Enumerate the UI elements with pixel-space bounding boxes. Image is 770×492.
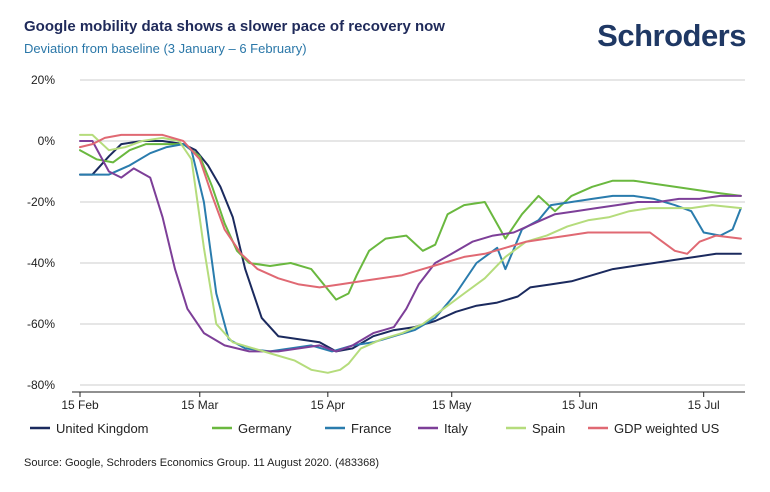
y-axis-ticks: 20% 0% -20% -40% -60% -80% xyxy=(27,73,55,392)
y-tick-label: 0% xyxy=(38,134,56,148)
y-tick-label: -80% xyxy=(27,378,55,392)
x-tick-label: 15 Apr xyxy=(310,398,345,412)
source-note: Source: Google, Schroders Economics Grou… xyxy=(24,457,380,469)
y-tick-label: -60% xyxy=(27,317,55,331)
series-lines xyxy=(79,133,742,374)
legend-label: United Kingdom xyxy=(56,421,149,436)
x-tick-label: 15 Jul xyxy=(688,398,720,412)
series-line xyxy=(79,140,742,353)
series-line xyxy=(79,143,742,353)
series-line xyxy=(79,133,742,374)
legend-label: France xyxy=(351,421,391,436)
y-tick-label: 20% xyxy=(31,73,55,87)
x-axis-ticks: 15 Feb 15 Mar 15 Apr 15 May 15 Jun 15 Jul xyxy=(61,391,745,412)
series-line xyxy=(79,133,742,289)
legend-label: Italy xyxy=(444,421,468,436)
chart-title: Google mobility data shows a slower pace… xyxy=(24,18,445,35)
legend: United Kingdom Germany France Italy Spain GDP… xyxy=(30,421,720,436)
chart-subtitle: Deviation from baseline (3 January – 6 F… xyxy=(24,41,307,56)
x-tick-label: 15 May xyxy=(432,398,471,412)
x-tick-label: 15 Feb xyxy=(61,398,99,412)
series-line xyxy=(79,143,742,301)
y-tick-label: -40% xyxy=(27,256,55,270)
x-tick-label: 15 Jun xyxy=(562,398,598,412)
series-line xyxy=(79,140,742,353)
x-tick-label: 15 Mar xyxy=(181,398,218,412)
grid-lines xyxy=(80,79,745,386)
legend-label: GDP weighted US xyxy=(614,421,720,436)
legend-label: Germany xyxy=(238,421,292,436)
y-tick-label: -20% xyxy=(27,195,55,209)
legend-label: Spain xyxy=(532,421,565,436)
brand-logo: Schroders xyxy=(597,18,746,53)
